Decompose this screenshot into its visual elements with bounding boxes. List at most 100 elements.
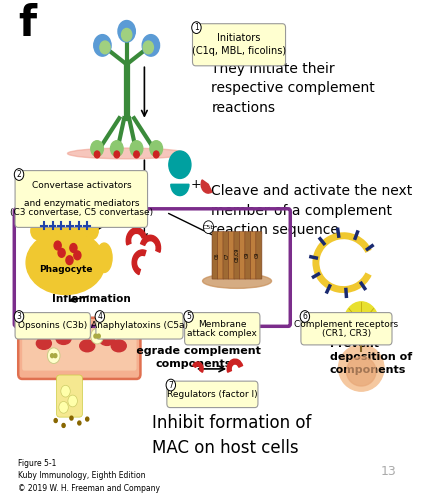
Text: (CR1, CR3): (CR1, CR3) — [322, 329, 371, 338]
Circle shape — [86, 417, 89, 421]
Circle shape — [14, 310, 24, 322]
Text: Phagocyte: Phagocyte — [39, 266, 92, 274]
Text: Anaphylatoxins (C5a): Anaphylatoxins (C5a) — [91, 322, 188, 330]
Circle shape — [134, 151, 139, 158]
Circle shape — [121, 28, 132, 41]
FancyBboxPatch shape — [15, 170, 147, 228]
FancyBboxPatch shape — [256, 232, 262, 279]
Circle shape — [14, 168, 24, 180]
FancyBboxPatch shape — [185, 312, 260, 345]
Text: C9: C9 — [244, 252, 249, 258]
Circle shape — [150, 140, 162, 156]
Text: 2: 2 — [17, 170, 22, 179]
Text: Inhibit formation of
MAC on host cells: Inhibit formation of MAC on host cells — [152, 414, 312, 458]
Circle shape — [94, 334, 97, 338]
Circle shape — [130, 140, 143, 156]
FancyBboxPatch shape — [22, 326, 136, 370]
Text: (C3 convertase, C5 convertase): (C3 convertase, C5 convertase) — [10, 208, 153, 218]
Circle shape — [91, 328, 103, 344]
Ellipse shape — [99, 334, 114, 345]
Text: 3: 3 — [17, 312, 22, 321]
FancyBboxPatch shape — [15, 312, 90, 339]
Circle shape — [54, 418, 57, 422]
Text: f: f — [18, 3, 37, 45]
Circle shape — [31, 222, 45, 240]
Circle shape — [63, 222, 77, 240]
Text: C6: C6 — [215, 252, 220, 258]
Text: and enzymatic mediators: and enzymatic mediators — [24, 199, 139, 208]
Text: C5b: C5b — [202, 224, 215, 230]
Circle shape — [84, 222, 98, 240]
FancyBboxPatch shape — [18, 318, 140, 379]
Text: Inflammation: Inflammation — [52, 294, 131, 304]
Text: 1: 1 — [194, 23, 199, 32]
Text: Complement receptors: Complement receptors — [294, 320, 399, 328]
Text: C7: C7 — [225, 252, 230, 258]
FancyBboxPatch shape — [301, 312, 392, 345]
Text: Convertase activators: Convertase activators — [32, 180, 131, 190]
Circle shape — [54, 354, 57, 358]
FancyBboxPatch shape — [223, 232, 229, 279]
Text: (C1q, MBL, ficolins): (C1q, MBL, ficolins) — [192, 46, 286, 56]
Ellipse shape — [338, 344, 384, 391]
Wedge shape — [201, 180, 212, 193]
Wedge shape — [193, 362, 203, 372]
Circle shape — [110, 140, 123, 156]
Circle shape — [54, 241, 61, 250]
Circle shape — [118, 20, 136, 42]
Circle shape — [100, 41, 110, 54]
Text: C8,C9: C8,C9 — [235, 248, 239, 262]
Circle shape — [114, 151, 120, 158]
Circle shape — [143, 41, 154, 54]
Circle shape — [142, 34, 160, 56]
Wedge shape — [227, 359, 242, 372]
Circle shape — [166, 379, 176, 391]
Text: They initiate their
respective complement
reactions: They initiate their respective complemen… — [212, 62, 375, 115]
Text: Membrane: Membrane — [198, 320, 246, 328]
Text: 13: 13 — [381, 465, 397, 478]
Circle shape — [70, 244, 77, 252]
Circle shape — [51, 354, 54, 358]
Circle shape — [48, 348, 60, 364]
Circle shape — [41, 222, 56, 240]
Circle shape — [154, 151, 159, 158]
Ellipse shape — [67, 148, 186, 159]
Circle shape — [73, 222, 88, 240]
Circle shape — [91, 140, 103, 156]
Ellipse shape — [56, 332, 71, 344]
Circle shape — [74, 251, 81, 260]
Text: Degrade complement
components: Degrade complement components — [127, 346, 260, 369]
Circle shape — [59, 402, 68, 413]
Circle shape — [70, 416, 73, 420]
Circle shape — [300, 310, 310, 322]
Circle shape — [52, 222, 66, 240]
FancyBboxPatch shape — [96, 312, 183, 339]
Wedge shape — [132, 250, 146, 274]
Text: Cleave and activate the next
member of a complement
reaction sequence: Cleave and activate the next member of a… — [212, 184, 413, 238]
Text: 4: 4 — [97, 312, 102, 321]
FancyBboxPatch shape — [217, 232, 224, 279]
Text: 7: 7 — [169, 380, 173, 390]
Circle shape — [203, 221, 213, 234]
Circle shape — [68, 395, 77, 407]
Text: +: + — [191, 178, 201, 191]
FancyBboxPatch shape — [192, 24, 286, 66]
Circle shape — [62, 424, 65, 428]
FancyBboxPatch shape — [228, 232, 235, 279]
FancyBboxPatch shape — [212, 232, 218, 279]
FancyBboxPatch shape — [239, 232, 246, 279]
Circle shape — [192, 22, 201, 34]
Ellipse shape — [26, 231, 105, 294]
Text: 5: 5 — [186, 312, 191, 321]
FancyBboxPatch shape — [167, 381, 258, 407]
Text: C9: C9 — [254, 252, 259, 258]
Ellipse shape — [346, 356, 376, 386]
Wedge shape — [171, 184, 189, 196]
Ellipse shape — [202, 274, 271, 288]
Text: Regulators (factor I): Regulators (factor I) — [167, 390, 258, 399]
FancyBboxPatch shape — [56, 375, 82, 417]
Circle shape — [78, 421, 81, 425]
Circle shape — [184, 310, 193, 322]
Wedge shape — [141, 235, 161, 252]
Circle shape — [169, 151, 191, 178]
